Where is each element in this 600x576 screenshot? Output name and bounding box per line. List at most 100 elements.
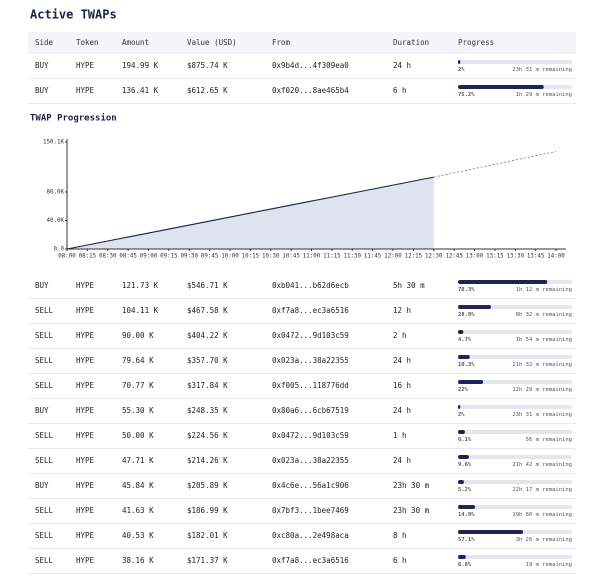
cell-side: SELL — [35, 306, 54, 315]
progress-label: 57.1% — [458, 537, 475, 543]
cell-from: 0x023a...38a22355 — [272, 356, 349, 365]
x-tick-label: 12:30 — [425, 254, 443, 260]
cell-token: HYPE — [76, 531, 95, 540]
progress-label: 5.2% — [458, 487, 472, 493]
cell-amount: 121.73 K — [122, 281, 159, 290]
cell-duration: 23h 30 m — [393, 481, 430, 490]
cell-amount: 136.41 K — [122, 86, 159, 95]
cell-side: BUY — [35, 481, 49, 490]
cell-duration: 6 h — [393, 556, 407, 565]
x-tick-label: 14:00 — [547, 254, 565, 260]
cell-token: HYPE — [76, 431, 95, 440]
cell-from: 0xf7a8...ec3a6516 — [272, 306, 349, 315]
progress-bar — [458, 505, 475, 509]
cell-value: $612.65 K — [187, 86, 228, 95]
progress-label: 10.3% — [458, 362, 475, 368]
cell-duration: 24 h — [393, 456, 411, 465]
progress-bar — [458, 60, 461, 64]
cell-value: $224.56 K — [187, 431, 228, 440]
cell-side: SELL — [35, 456, 54, 465]
progress-track — [458, 60, 572, 64]
cell-from: 0x7bf3...1bee7469 — [272, 506, 349, 515]
x-tick-label: 13:00 — [466, 254, 484, 260]
x-tick-label: 09:45 — [201, 254, 219, 260]
cell-amount: 45.84 K — [122, 481, 154, 490]
cell-amount: 50.00 K — [122, 431, 154, 440]
remaining-label: 21h 42 m remaining — [512, 462, 572, 468]
remaining-label: 56 m remaining — [526, 437, 572, 443]
column-header: Value (USD) — [187, 38, 237, 47]
progress-track — [458, 555, 572, 559]
cell-amount: 90.00 K — [122, 331, 154, 340]
cell-side: BUY — [35, 86, 49, 95]
progress-label: 2% — [458, 412, 465, 418]
remaining-label: 3h 26 m remaining — [516, 537, 572, 543]
x-tick-label: 13:30 — [507, 254, 525, 260]
progress-label: 22% — [458, 387, 469, 393]
cell-duration: 16 h — [393, 381, 411, 390]
cell-amount: 55.30 K — [122, 406, 154, 415]
cell-value: $317.84 K — [187, 381, 228, 390]
cell-value: $205.89 K — [187, 481, 228, 490]
cell-from: 0x80a6...6cb67519 — [272, 406, 349, 415]
progress-label: 78.3% — [458, 287, 475, 293]
x-tick-label: 10:15 — [242, 254, 260, 260]
remaining-label: 19h 60 m remaining — [512, 512, 572, 518]
cell-from: 0xf020...8ae465b4 — [272, 86, 349, 95]
progress-track — [458, 505, 572, 509]
cell-value: $467.58 K — [187, 306, 228, 315]
x-tick-label: 11:45 — [364, 254, 382, 260]
cell-from: 0x0472...9d103c59 — [272, 331, 349, 340]
cell-side: SELL — [35, 531, 54, 540]
column-header: Side — [35, 38, 54, 47]
remaining-label: 12h 29 m remaining — [512, 387, 572, 393]
cell-value: $186.99 K — [187, 506, 228, 515]
cell-amount: 194.99 K — [122, 61, 159, 70]
cell-token: HYPE — [76, 481, 95, 490]
cell-value: $214.26 K — [187, 456, 228, 465]
x-tick-label: 13:15 — [486, 254, 504, 260]
cell-side: SELL — [35, 506, 54, 515]
column-header: From — [272, 38, 291, 47]
cell-token: HYPE — [76, 506, 95, 515]
column-header: Amount — [122, 38, 149, 47]
progress-track — [458, 355, 572, 359]
cell-from: 0x023a...38a22355 — [272, 456, 349, 465]
cell-side: BUY — [35, 281, 49, 290]
remaining-label: 1h 54 m remaining — [516, 337, 572, 343]
cell-value: $248.35 K — [187, 406, 228, 415]
cell-value: $182.01 K — [187, 531, 228, 540]
progress-bar — [458, 85, 544, 89]
cell-from: 0xf7a8...ec3a6516 — [272, 556, 349, 565]
progress-label: 2% — [458, 67, 465, 73]
x-tick-label: 09:15 — [160, 254, 178, 260]
remaining-label: 1h 12 m remaining — [516, 287, 572, 293]
column-header: Progress — [458, 38, 494, 47]
cell-token: HYPE — [76, 456, 95, 465]
cell-side: SELL — [35, 331, 54, 340]
cell-side: SELL — [35, 556, 54, 565]
cell-duration: 24 h — [393, 61, 411, 70]
progress-bar — [458, 555, 466, 559]
cell-amount: 79.64 K — [122, 356, 154, 365]
remaining-label: 22h 17 m remaining — [512, 487, 572, 493]
x-tick-label: 12:45 — [445, 254, 463, 260]
cell-token: HYPE — [76, 281, 95, 290]
cell-token: HYPE — [76, 86, 95, 95]
cell-duration: 24 h — [393, 406, 411, 415]
x-tick-label: 09:30 — [181, 254, 199, 260]
x-tick-label: 12:00 — [384, 254, 402, 260]
cell-from: 0xf005...118776dd — [272, 381, 349, 390]
progress-track — [458, 405, 572, 409]
progress-track — [458, 430, 572, 434]
remaining-label: 1h 29 m remaining — [516, 92, 572, 98]
cell-from: 0xb041...b62d6ecb — [272, 281, 349, 290]
progress-track — [458, 455, 572, 459]
remaining-label: 21h 32 m remaining — [512, 362, 572, 368]
cell-duration: 12 h — [393, 306, 411, 315]
x-tick-label: 10:30 — [262, 254, 280, 260]
cell-value: $546.71 K — [187, 281, 228, 290]
x-tick-label: 13:45 — [527, 254, 545, 260]
cell-duration: 1 h — [393, 431, 407, 440]
